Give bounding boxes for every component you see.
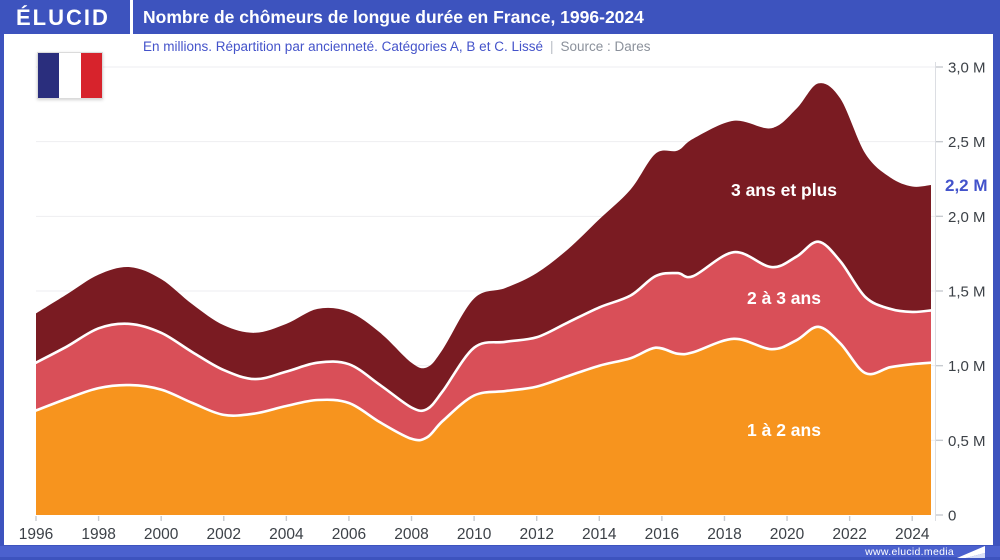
x-tick-label: 2008 [394,526,428,543]
source-label: Source : Dares [560,39,651,54]
left-border [0,0,4,560]
flag-stripe-blue [38,53,60,98]
y-tick-label: 1,0 M [948,358,986,375]
page-title: Nombre de chômeurs de longue durée en Fr… [143,7,644,27]
x-tick-label: 1996 [19,526,53,543]
x-tick-label: 2000 [144,526,179,543]
x-tick-label: 2016 [645,526,679,543]
flag-stripe-red [80,53,102,98]
series-label: 2 à 3 ans [747,288,821,308]
area-1 [36,326,931,515]
areas [34,83,933,516]
x-tick-label: 2014 [582,526,617,543]
subtitle-text: En millions. Répartition par ancienneté.… [143,39,543,54]
x-tick-label: 2010 [457,526,492,543]
website-url: www.elucid.media [865,546,954,558]
header-divider [130,0,133,34]
final-value-annotation: 2,2 M [945,176,988,195]
y-tick-label: 2,0 M [948,209,986,226]
x-tick-label: 2012 [519,526,553,543]
series-label: 1 à 2 ans [747,420,821,440]
x-tick-label: 2018 [707,526,741,543]
footer-bar: www.elucid.media [0,545,1000,560]
series-label: 3 ans et plus [731,180,837,200]
header-bar: ÉLUCID Nombre de chômeurs de longue duré… [0,0,1000,34]
y-tick-label: 3,0 M [948,60,986,77]
footer-strip [0,546,1000,557]
series-labels: 1 à 2 ans 2 à 3 ans 3 ans et plus [731,180,837,440]
flag-stripe-white [59,53,81,98]
pennant-icon [957,546,985,558]
subtitle-separator: | [549,39,554,54]
x-tick-label: 2004 [269,526,304,543]
y-tick-label: 0 [948,508,956,525]
axes: 0 0,5 M 1,0 M 1,5 M 2,0 M 2,5 M 3,0 M 1996 1998 2… [19,60,986,544]
x-tick-label: 1998 [81,526,115,543]
subtitle-row: En millions. Répartition par ancienneté.… [143,34,651,58]
x-tick-label: 2020 [770,526,805,543]
elucid-logo: ÉLUCID [16,5,110,30]
x-tick-label: 2022 [832,526,866,543]
right-border [993,0,1000,560]
x-tick-label: 2002 [207,526,241,543]
area-boundary [34,240,933,413]
y-tick-label: 2,5 M [948,134,986,151]
x-tick-label: 2006 [332,526,366,543]
france-flag [37,52,103,99]
y-tick-label: 0,5 M [948,433,986,450]
area-boundary [34,325,933,442]
y-tick-label: 1,5 M [948,284,986,301]
x-tick-label: 2024 [895,526,930,543]
